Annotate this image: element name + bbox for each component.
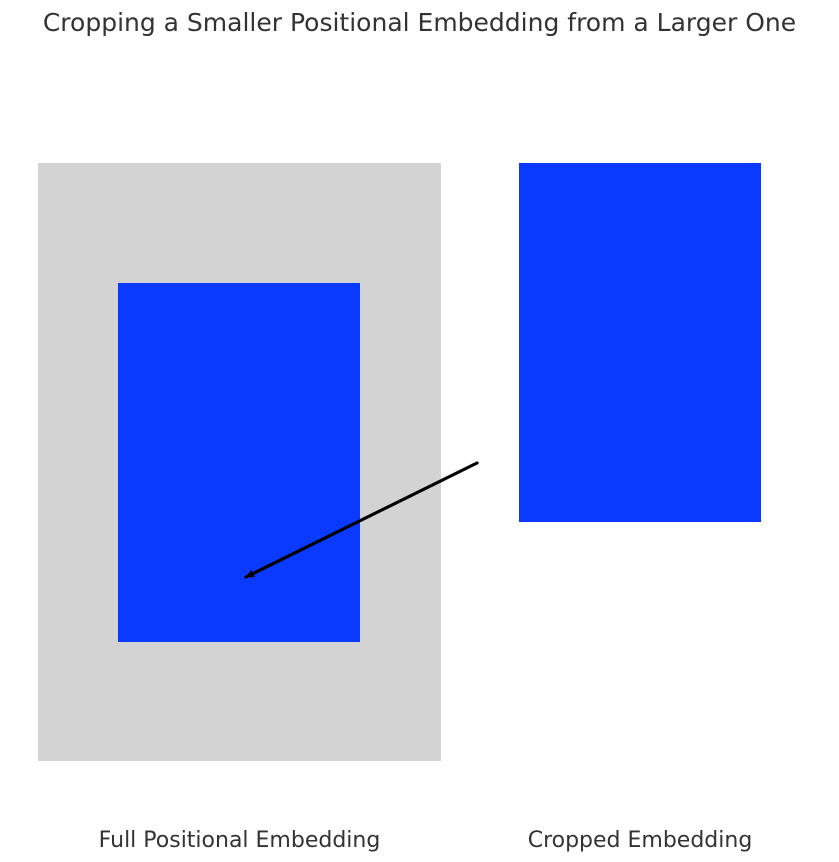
cropped-embedding-box	[519, 163, 761, 522]
cropped-embedding-label: Cropped Embedding	[527, 828, 753, 853]
crop-region-box	[118, 283, 360, 642]
full-embedding-label: Full Positional Embedding	[98, 828, 381, 853]
diagram-title: Cropping a Smaller Positional Embedding …	[42, 8, 797, 37]
crop-arrow	[244, 461, 479, 579]
